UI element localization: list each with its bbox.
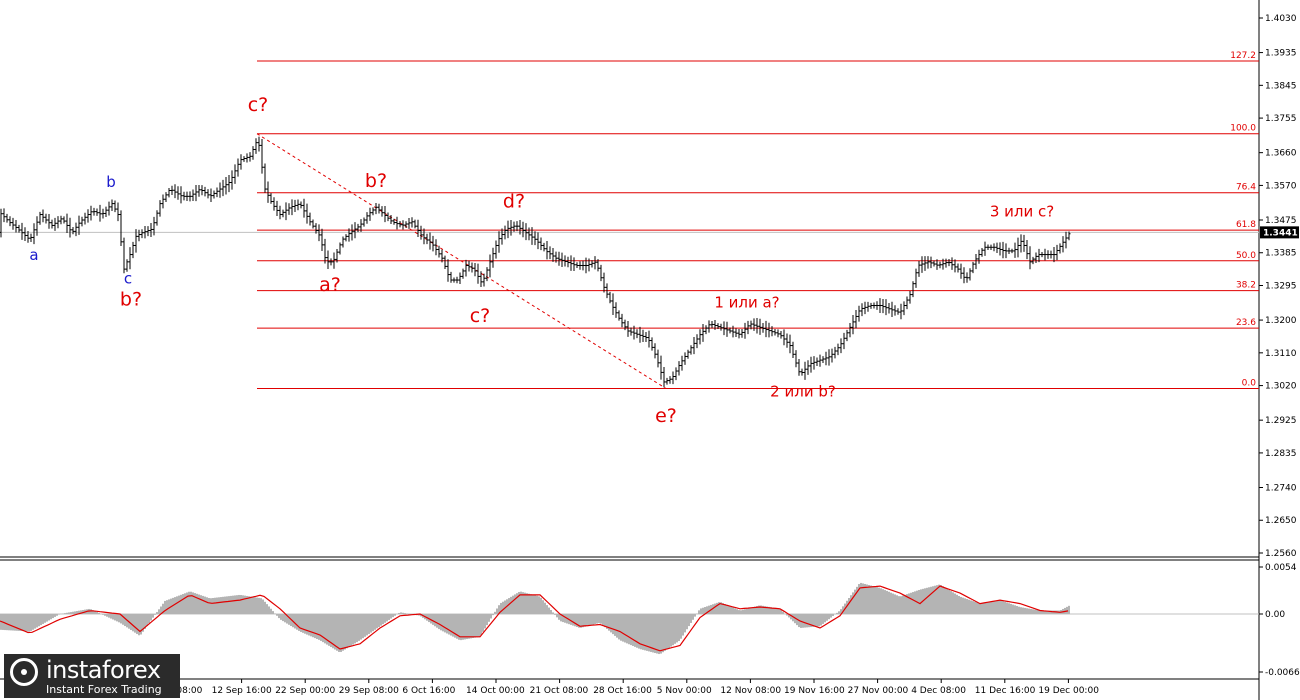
wave-label: c?	[248, 94, 269, 116]
fib-trend-line	[256, 133, 667, 389]
time-tick-label: 29 Sep 08:00	[339, 686, 399, 696]
oscillator-tick-label: 0.0054	[1265, 563, 1297, 573]
wave-label: 1 или a?	[714, 293, 779, 311]
logo-name: instaforex	[46, 656, 161, 684]
price-tick-label: 1.3570	[1265, 181, 1297, 191]
time-tick-label: 28 Oct 16:00	[593, 686, 652, 696]
fib-level-label: 61.8	[1236, 220, 1256, 230]
oscillator-tick-label: -0.00662	[1265, 668, 1300, 678]
wave-label: e?	[655, 405, 677, 427]
price-tick-label: 1.2835	[1265, 449, 1297, 459]
time-tick-label: 11 Dec 16:00	[975, 686, 1036, 696]
wave-label: a?	[319, 274, 341, 296]
price-tick-label: 1.4030	[1265, 14, 1297, 24]
time-tick-label: 5 Nov 00:00	[657, 686, 712, 696]
wave-label: b?	[120, 289, 142, 311]
time-tick-label: 6 Oct 16:00	[402, 686, 455, 696]
wave-label: d?	[503, 190, 525, 212]
price-tick-label: 1.3755	[1265, 114, 1297, 124]
fib-level-label: 100.0	[1230, 124, 1256, 134]
wave-label: c	[124, 270, 132, 288]
price-axis: 1.4030 1.3935 1.3845 1.3755 1.3660 1.3570 1.34…	[1259, 14, 1297, 559]
wave-label: a	[29, 246, 38, 264]
time-tick-label: 4 Dec 08:00	[911, 686, 966, 696]
price-bars	[0, 136, 1071, 388]
instaforex-logo-icon	[10, 658, 38, 686]
wave-label: b	[106, 173, 116, 191]
time-tick-label: 19 Nov 16:00	[784, 686, 845, 696]
price-tick-label: 1.3295	[1265, 282, 1297, 292]
price-tick-label: 1.2925	[1265, 416, 1297, 426]
time-tick-label: 19 Dec 00:00	[1038, 686, 1099, 696]
time-tick-label: 27 Nov 00:00	[848, 686, 909, 696]
oscillator-pane: 0.0054 0.00 -0.00662	[0, 563, 1300, 678]
current-price-badge	[1260, 226, 1299, 239]
price-tick-label: 1.2740	[1265, 483, 1297, 493]
instaforex-logo: instaforex Instant Forex Trading	[4, 654, 180, 698]
price-tick-label: 1.3385	[1265, 249, 1297, 259]
price-tick-label: 1.3935	[1265, 49, 1297, 59]
fib-level-label: 23.6	[1236, 318, 1256, 328]
time-tick-label: 21 Oct 08:00	[530, 686, 589, 696]
wave-label: 3 или c?	[990, 202, 1054, 220]
fib-level-label: 0.0	[1242, 378, 1257, 388]
price-tick-label: 1.3475	[1265, 216, 1297, 226]
time-tick-label: 12 Sep 16:00	[212, 686, 272, 696]
price-tick-label: 1.3020	[1265, 382, 1297, 392]
fib-level-label: 50.0	[1236, 251, 1256, 261]
price-tick-label: 1.3200	[1265, 316, 1297, 326]
fib-level-label: 76.4	[1236, 183, 1256, 193]
price-tick-label: 1.3110	[1265, 349, 1297, 359]
current-price-label: 1.3441	[1263, 228, 1298, 238]
time-tick-label: 12 Nov 08:00	[720, 686, 781, 696]
fib-level-label: 38.2	[1236, 281, 1256, 291]
wave-label: c?	[470, 305, 491, 327]
time-tick-label: 14 Oct 00:00	[466, 686, 525, 696]
wave-label: b?	[365, 170, 387, 192]
oscillator-tick-label: 0.00	[1265, 610, 1285, 620]
price-tick-label: 1.3845	[1265, 81, 1297, 91]
time-tick-label: 22 Sep 00:00	[275, 686, 335, 696]
price-tick-label: 1.3660	[1265, 149, 1297, 159]
wave-label: 2 или b?	[770, 383, 836, 401]
oscillator-signal-line	[0, 585, 1069, 652]
logo-tagline: Instant Forex Trading	[46, 683, 162, 696]
price-tick-label: 1.2650	[1265, 516, 1297, 526]
price-tick-label: 1.2560	[1265, 549, 1297, 559]
fib-level-label: 127.2	[1230, 51, 1256, 61]
